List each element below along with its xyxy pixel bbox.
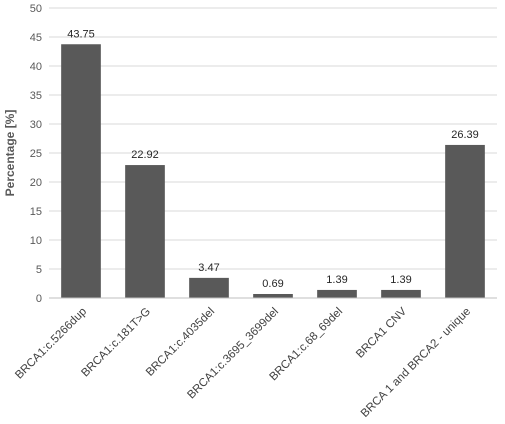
y-tick-label: 0 <box>36 293 42 305</box>
bar-value-label: 0.69 <box>262 278 283 290</box>
bar <box>253 293 293 298</box>
y-tick-label: 25 <box>30 148 42 160</box>
bar-value-label: 26.39 <box>451 129 479 141</box>
y-tick-label: 5 <box>36 264 42 276</box>
y-axis-ticks: 0 5 10 15 20 25 30 35 40 45 50 <box>30 3 42 305</box>
y-tick-label: 50 <box>30 3 42 15</box>
bar <box>61 44 101 298</box>
bar <box>445 144 485 298</box>
y-axis-title: Percentage [%] <box>3 110 17 197</box>
x-tick-label: BRCA1 CNV <box>354 305 409 360</box>
x-tick-label: BRCA1:c.4035del <box>144 306 217 379</box>
bar-value-label: 22.92 <box>131 149 159 161</box>
bar <box>381 289 421 298</box>
y-tick-label: 40 <box>30 61 42 73</box>
x-tick-label: BRCA1:c.181T>G <box>79 306 153 380</box>
bar-value-label: 43.75 <box>67 28 95 40</box>
y-tick-label: 35 <box>30 90 42 102</box>
x-tick-label: BRCA1:c.68_69del <box>267 306 345 384</box>
x-tick-label: BRCA 1 and BRCA2 - unique <box>359 306 473 420</box>
y-tick-label: 45 <box>30 32 42 44</box>
data-labels: 43.75 22.92 3.47 0.69 1.39 1.39 26.39 <box>67 28 479 290</box>
x-tick-label: BRCA1:c.5266dup <box>13 306 89 382</box>
y-tick-label: 30 <box>30 119 42 131</box>
bar <box>125 165 165 298</box>
bars <box>61 44 485 298</box>
x-axis-ticks: BRCA1:c.5266dupBRCA1:c.181T>GBRCA1:c.403… <box>13 305 473 419</box>
y-tick-label: 10 <box>30 235 42 247</box>
y-tick-label: 15 <box>30 206 42 218</box>
y-tick-label: 20 <box>30 177 42 189</box>
bar <box>317 289 357 298</box>
gridlines <box>49 7 497 270</box>
bar <box>189 277 229 298</box>
bar-value-label: 3.47 <box>198 262 219 274</box>
bar-value-label: 1.39 <box>326 274 347 286</box>
bar-value-label: 1.39 <box>390 274 411 286</box>
